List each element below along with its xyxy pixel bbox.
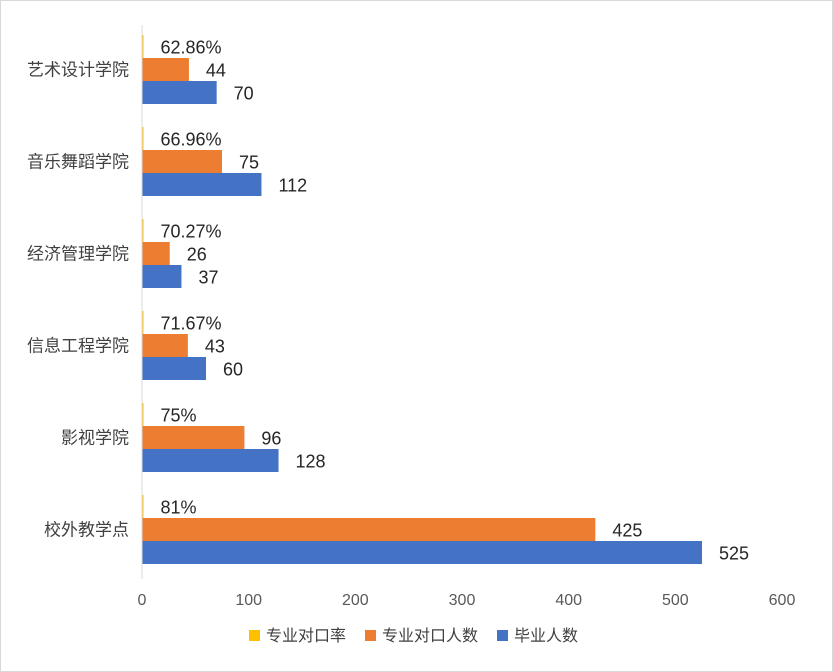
data-label: 62.86% [161, 38, 222, 58]
data-label: 112 [278, 176, 307, 196]
bar-graduates [142, 81, 217, 104]
bar-match-count [142, 242, 170, 265]
bar-graduates [142, 357, 206, 380]
legend: 专业对口率 专业对口人数 毕业人数 [249, 626, 578, 645]
data-label: 70 [234, 84, 254, 104]
bar-match-count [142, 58, 189, 81]
bar-graduates [142, 541, 702, 564]
data-label: 60 [223, 360, 243, 380]
x-tick-label: 300 [449, 592, 476, 609]
bar-graduates [142, 173, 262, 196]
legend-item: 专业对口人数 [365, 626, 478, 645]
legend-label: 专业对口率 [266, 626, 346, 645]
data-label: 128 [296, 452, 326, 472]
x-tick-label: 0 [138, 592, 147, 609]
bar-match-rate [142, 35, 144, 58]
x-tick-label: 600 [769, 592, 796, 609]
x-tick-label: 500 [662, 592, 689, 609]
x-tick-label: 100 [235, 592, 262, 609]
x-tick-labels-layer: 0 100 200 300 400 500 600 [138, 592, 796, 609]
x-tick-label: 400 [555, 592, 582, 609]
bar-graduates [142, 265, 182, 288]
category-label: 信息工程学院 [27, 337, 129, 357]
data-label: 96 [261, 429, 281, 449]
legend-swatch [365, 630, 376, 641]
category-label: 经济管理学院 [27, 245, 129, 265]
bars-layer [142, 35, 702, 564]
data-label: 26 [187, 245, 207, 265]
bar-match-rate [142, 495, 144, 518]
legend-swatch [497, 630, 508, 641]
data-label: 43 [205, 337, 225, 357]
data-label: 75% [161, 406, 197, 426]
bar-match-count [142, 426, 245, 449]
bar-match-rate [142, 127, 144, 150]
category-label: 影视学院 [61, 429, 129, 449]
bar-match-rate [142, 219, 144, 242]
x-tick-label: 200 [342, 592, 369, 609]
bar-graduates [142, 449, 279, 472]
data-label: 525 [719, 544, 749, 564]
data-label: 425 [612, 521, 642, 541]
data-label: 44 [206, 61, 226, 81]
data-label: 81% [161, 498, 197, 518]
legend-label: 专业对口人数 [382, 626, 478, 645]
bar-match-count [142, 518, 596, 541]
data-label: 66.96% [161, 130, 222, 150]
data-label: 37 [198, 268, 218, 288]
legend-item: 毕业人数 [497, 626, 578, 645]
legend-item: 专业对口率 [249, 626, 346, 645]
data-label: 70.27% [161, 222, 222, 242]
legend-label: 毕业人数 [514, 626, 578, 645]
category-label: 音乐舞蹈学院 [27, 153, 129, 173]
category-label: 校外教学点 [44, 521, 129, 541]
bar-match-count [142, 334, 188, 357]
value-labels-layer: 62.86% 44 70 66.96% 75 112 70.27% 26 37 71.67% 43 6… [161, 38, 750, 564]
category-label: 艺术设计学院 [27, 61, 129, 81]
data-label: 75 [239, 153, 259, 173]
bar-match-rate [142, 311, 144, 334]
bar-match-rate [142, 403, 144, 426]
data-label: 71.67% [161, 314, 222, 334]
bar-match-count [142, 150, 222, 173]
legend-swatch [249, 630, 260, 641]
